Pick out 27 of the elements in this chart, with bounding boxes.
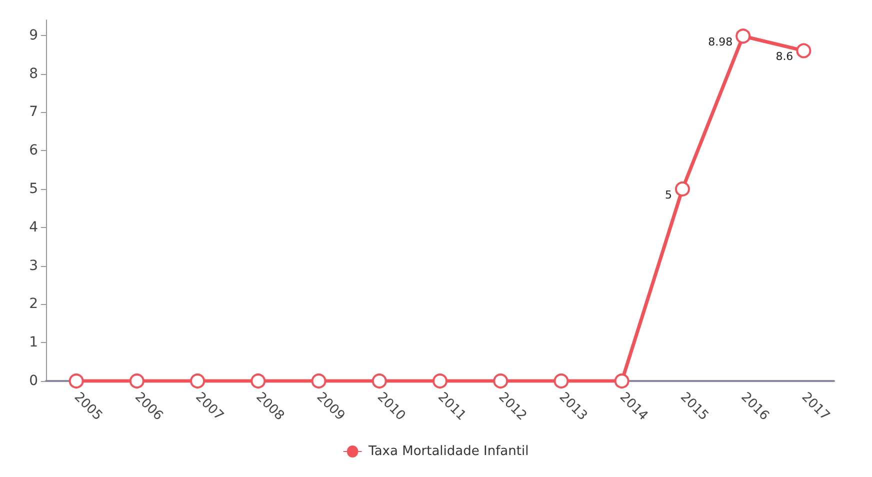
y-tick-label: 7 [29, 104, 38, 120]
data-label: 5 [664, 188, 672, 202]
y-tick-label: 5 [29, 180, 38, 197]
point [311, 374, 326, 388]
y-tick-label: 8 [29, 66, 38, 82]
y-tick-label: 2 [29, 296, 38, 312]
point [372, 374, 387, 388]
point [736, 28, 751, 44]
point [190, 374, 206, 388]
point [554, 374, 569, 388]
point [129, 374, 144, 388]
point [68, 374, 84, 388]
y-tick-label: 6 [29, 142, 38, 159]
point [432, 374, 448, 388]
point [250, 374, 266, 388]
y-tick-label: 3 [29, 258, 38, 274]
point [674, 181, 690, 196]
y-tick-label: 0 [29, 373, 38, 389]
point [493, 374, 508, 388]
point [614, 374, 630, 388]
point [796, 43, 812, 58]
y-tick-label: 1 [29, 334, 38, 351]
data-label: 8.6 [776, 50, 794, 64]
y-tick-label: 4 [29, 219, 38, 236]
y-tick-label: 9 [29, 27, 38, 44]
data-label: 8.98 [708, 36, 733, 49]
legend-label: Taxa Mortalidade Infantil [368, 444, 529, 459]
